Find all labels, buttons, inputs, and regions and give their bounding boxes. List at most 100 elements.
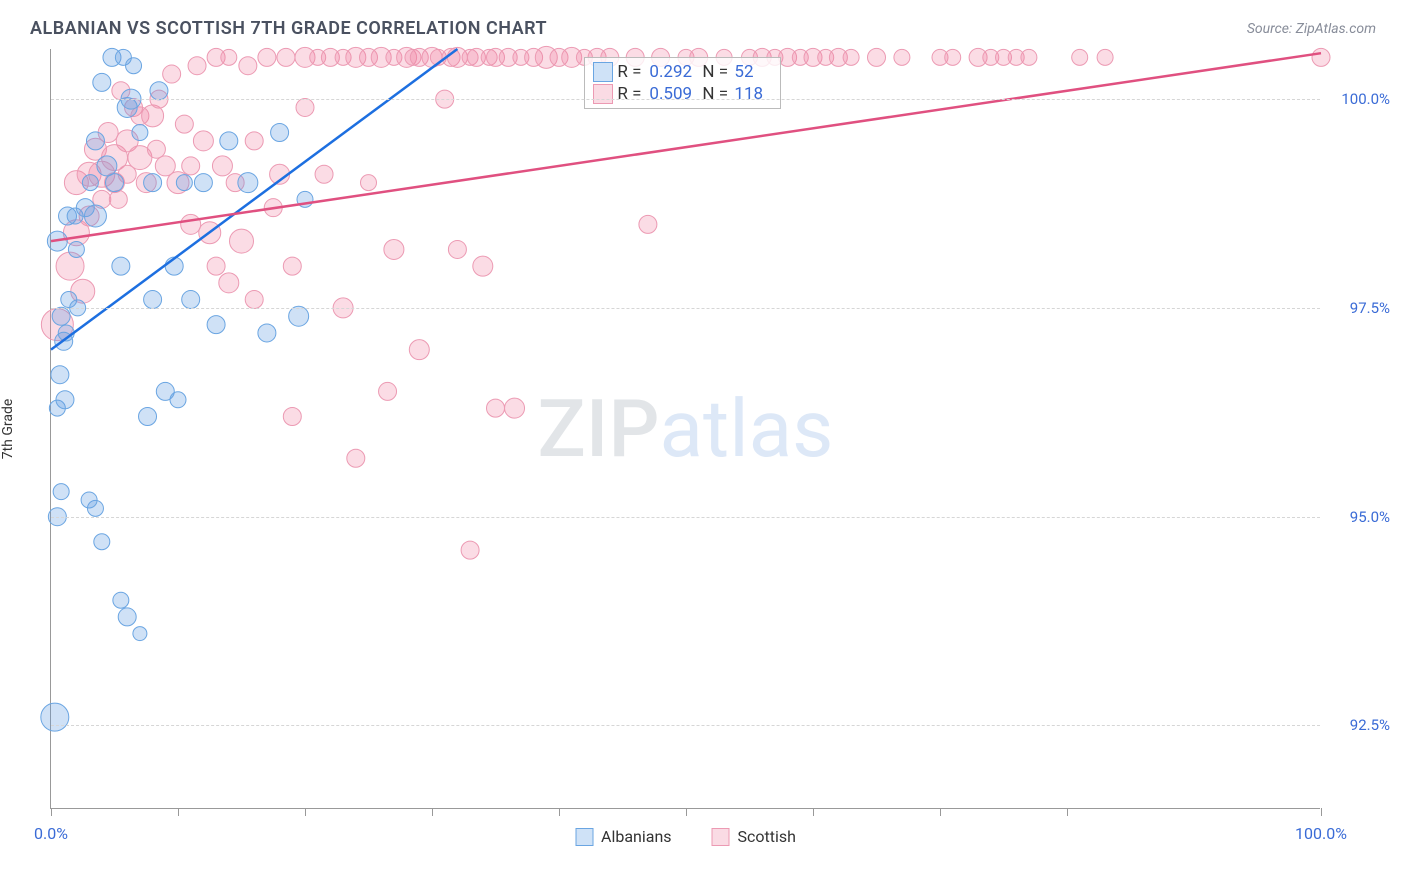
scottish-point — [1021, 49, 1037, 65]
stats-r-label: R = — [617, 62, 647, 82]
albanians-point — [207, 316, 225, 334]
scottish-point — [868, 48, 886, 66]
albanians-point — [139, 407, 157, 425]
chart-title: ALBANIAN VS SCOTTISH 7TH GRADE CORRELATI… — [30, 18, 547, 39]
albanians-point — [258, 324, 276, 342]
albanians-point — [68, 241, 84, 257]
scottish-point — [448, 240, 466, 258]
scottish-point — [245, 291, 263, 309]
albanians-point — [150, 82, 168, 100]
x-tick — [305, 808, 306, 816]
scottish-point — [409, 340, 429, 360]
scottish-point — [258, 48, 276, 66]
albanians-point — [144, 174, 162, 192]
stats-r-value: 0.292 — [647, 62, 702, 82]
y-axis-label: 7th Grade — [0, 399, 16, 460]
albanians-point — [133, 627, 147, 641]
stats-r-value: 0.509 — [647, 84, 702, 104]
scottish-point — [487, 399, 505, 417]
scatter-svg — [51, 49, 1321, 809]
albanians-point — [220, 132, 238, 150]
albanians-point — [56, 391, 74, 409]
scottish-point — [147, 140, 165, 158]
x-tick-label: 0.0% — [34, 824, 68, 843]
legend-label: Albanians — [601, 827, 672, 846]
legend-swatch — [712, 828, 730, 846]
legend-item: Albanians — [575, 827, 672, 846]
scottish-point — [188, 57, 206, 75]
stats-n-value: 118 — [732, 84, 772, 104]
y-tick-label: 95.0% — [1330, 508, 1390, 526]
y-tick-label: 97.5% — [1330, 299, 1390, 317]
scottish-point — [283, 407, 301, 425]
scottish-point — [384, 239, 404, 259]
scottish-point — [109, 190, 127, 208]
scottish-point — [207, 257, 225, 275]
x-tick-label: 100.0% — [1295, 824, 1347, 843]
x-tick — [1321, 808, 1322, 816]
chart-container: 7th Grade ZIPatlas R =0.292N =52R =0.509… — [30, 49, 1366, 809]
scottish-point — [1072, 49, 1088, 65]
albanians-point — [106, 174, 124, 192]
chart-source: Source: ZipAtlas.com — [1247, 21, 1376, 37]
x-tick — [432, 808, 433, 816]
albanians-point — [170, 392, 186, 408]
x-tick — [178, 808, 179, 816]
legend: AlbaniansScottish — [575, 827, 796, 846]
scottish-point — [473, 256, 493, 276]
scottish-point — [163, 65, 181, 83]
stats-box: R =0.292N =52R =0.509N =118 — [584, 57, 781, 109]
albanians-point — [271, 124, 289, 142]
scottish-point — [461, 541, 479, 559]
albanians-point — [41, 703, 69, 731]
scottish-point — [639, 215, 657, 233]
albanians-point — [94, 534, 110, 550]
scottish-point — [277, 48, 295, 66]
albanians-point — [238, 173, 258, 193]
albanians-point — [176, 175, 192, 191]
x-tick — [813, 808, 814, 816]
legend-swatch — [575, 828, 593, 846]
albanians-point — [51, 366, 69, 384]
albanians-point — [113, 592, 129, 608]
chart-header: ALBANIAN VS SCOTTISH 7TH GRADE CORRELATI… — [0, 0, 1406, 49]
stats-swatch — [593, 62, 613, 82]
scottish-point — [296, 98, 314, 116]
scottish-point — [175, 115, 193, 133]
stats-r-label: R = — [617, 84, 647, 104]
scottish-point — [894, 49, 910, 65]
albanians-point — [86, 132, 104, 150]
scottish-point — [221, 49, 237, 65]
albanians-point — [126, 58, 142, 74]
scottish-point — [347, 449, 365, 467]
albanians-point — [144, 291, 162, 309]
x-tick — [940, 808, 941, 816]
scottish-point — [361, 175, 377, 191]
x-tick — [51, 808, 52, 816]
scottish-point — [945, 49, 961, 65]
albanians-point — [81, 492, 97, 508]
y-tick-label: 100.0% — [1330, 90, 1390, 108]
scottish-point — [181, 214, 201, 234]
albanians-point — [182, 291, 200, 309]
stats-n-value: 52 — [732, 62, 772, 82]
scottish-point — [1312, 48, 1330, 66]
albanians-point — [93, 73, 111, 91]
albanians-point — [84, 205, 106, 227]
scottish-point — [283, 257, 301, 275]
albanians-point — [53, 484, 69, 500]
stats-n-label: N = — [702, 62, 732, 82]
albanians-point — [289, 306, 309, 326]
x-tick — [686, 808, 687, 816]
stats-swatch — [593, 84, 613, 104]
albanians-point — [194, 174, 212, 192]
albanians-point — [82, 175, 98, 191]
x-tick — [559, 808, 560, 816]
scottish-point — [239, 57, 257, 75]
albanians-point — [97, 156, 117, 176]
albanians-point — [112, 257, 130, 275]
gridline-h — [51, 725, 1320, 726]
plot-area: ZIPatlas R =0.292N =52R =0.509N =118 92.… — [50, 49, 1320, 809]
albanians-point — [52, 307, 70, 325]
scottish-point — [230, 229, 254, 253]
